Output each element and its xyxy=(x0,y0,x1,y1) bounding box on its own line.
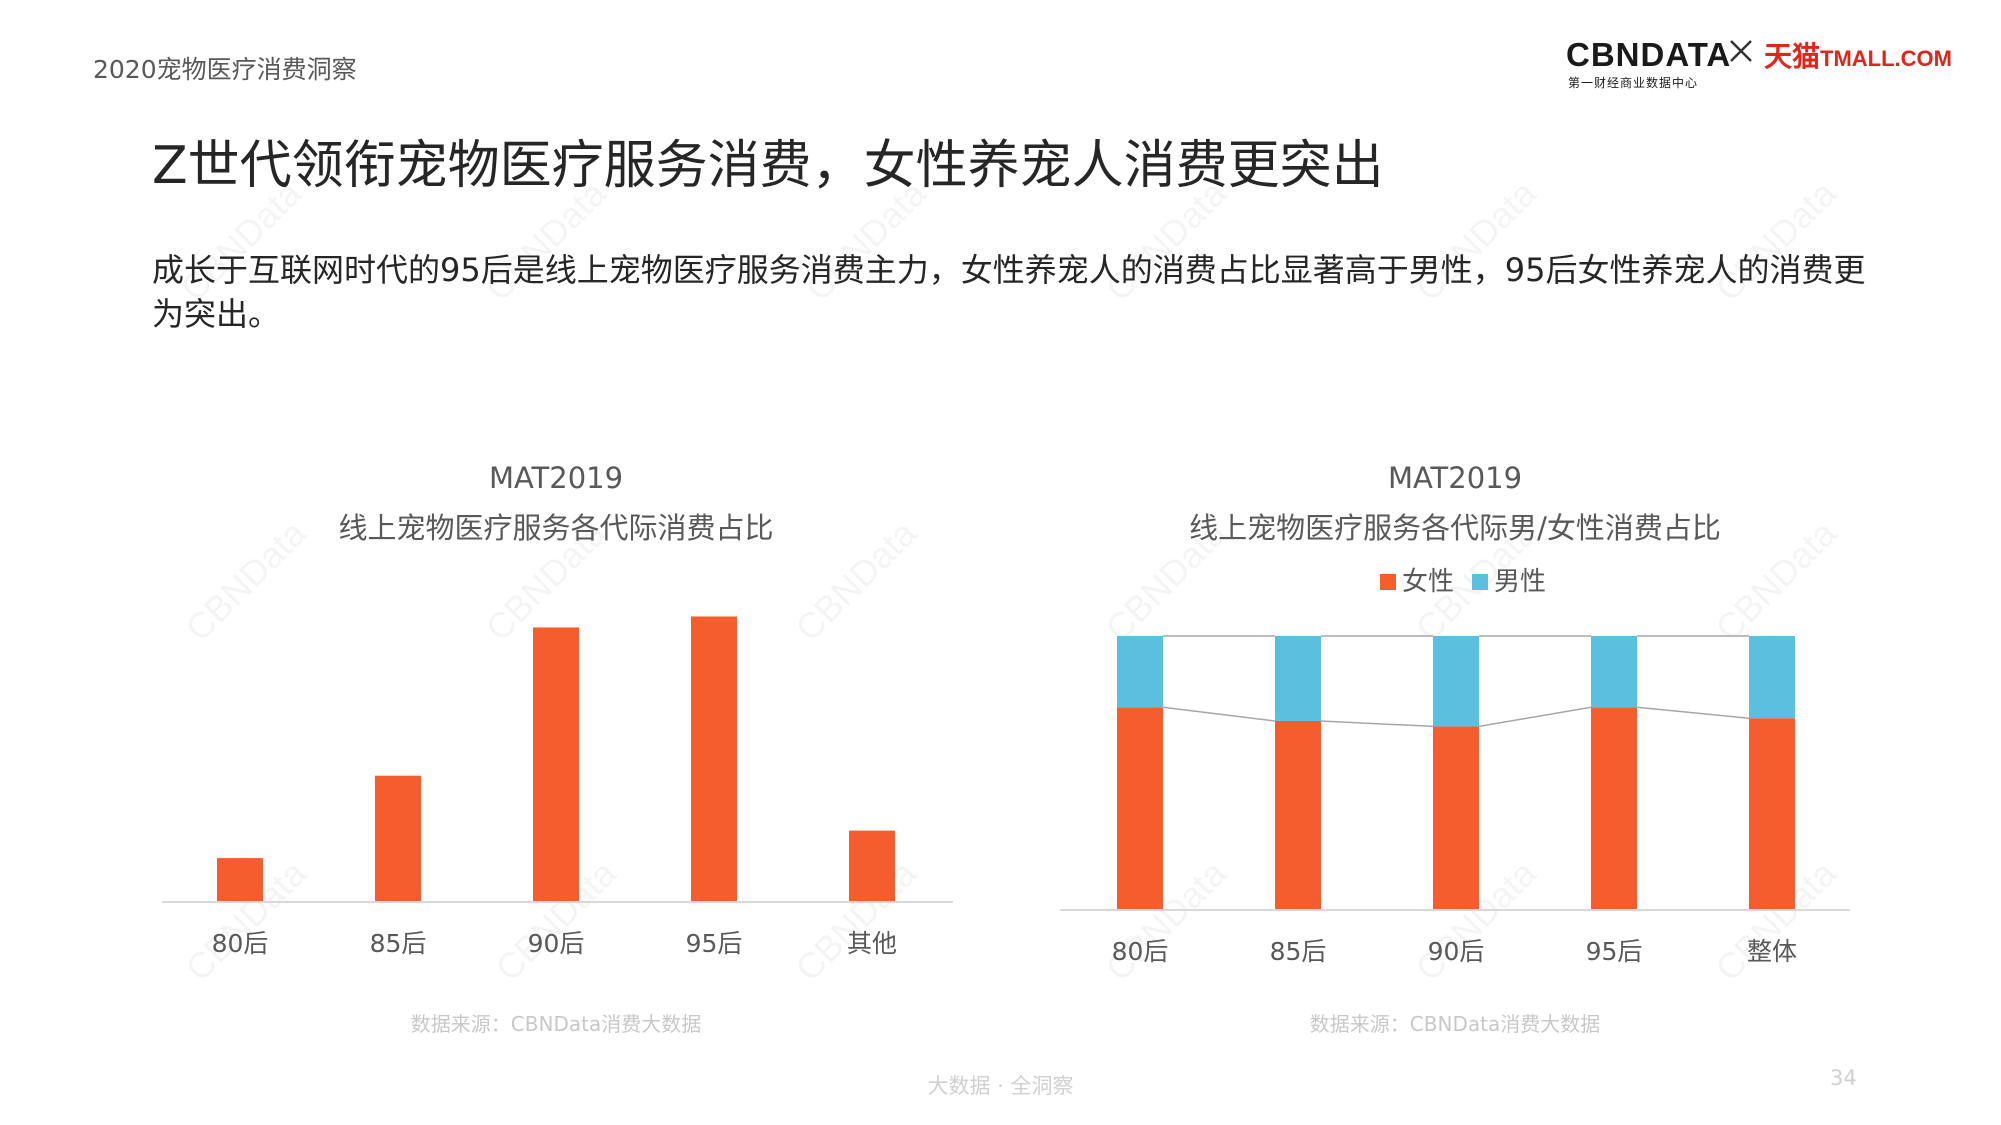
chart2-bar-male xyxy=(1749,636,1795,719)
chart2-series-line-female xyxy=(1320,720,1434,728)
cbndata-logo: CBNDATA xyxy=(1566,36,1732,73)
chart2-x-tick-label: 整体 xyxy=(1747,937,1797,966)
chart2-x-tick-label: 90后 xyxy=(1428,937,1485,966)
chart2-series-line-female xyxy=(1478,706,1592,728)
chart1-bar xyxy=(849,830,895,902)
chart1-bar xyxy=(375,775,421,902)
footer-slogan: 大数据 · 全洞察 xyxy=(927,1074,1074,1098)
chart2-x-tick-label: 85后 xyxy=(1270,937,1327,966)
chart2-legend-swatch xyxy=(1380,574,1396,590)
chart2-bar-male xyxy=(1433,636,1479,727)
chart1-x-tick-label: 90后 xyxy=(528,929,585,958)
chart1-bar xyxy=(533,627,579,902)
chart2-bar-female xyxy=(1275,720,1321,910)
collaboration-cross-icon xyxy=(1730,40,1752,62)
chart2-legend-label: 女性 xyxy=(1402,567,1454,597)
chart2-subtitle: 线上宠物医疗服务各代际男/女性消费占比 xyxy=(1189,511,1721,545)
chart1-bar xyxy=(691,616,737,902)
summary-text: 成长于互联网时代的95后是线上宠物医疗服务消费主力，女性养宠人的消费占比显著高于… xyxy=(152,251,1866,333)
chart2-legend-label: 男性 xyxy=(1494,567,1546,597)
tmall-logo-cn: 天猫 xyxy=(1764,41,1821,72)
chart2-title: MAT2019 xyxy=(1388,461,1522,495)
tmall-logo-en: TMALL.COM xyxy=(1820,46,1952,71)
chart1-bar xyxy=(217,858,263,902)
chart1-x-tick-label: 其他 xyxy=(847,929,897,958)
chart2-source-note: 数据来源：CBNData消费大数据 xyxy=(1310,1012,1600,1036)
cbndata-logo-subtitle: 第一财经商业数据中心 xyxy=(1568,76,1699,90)
chart2-bar-male xyxy=(1275,636,1321,721)
chart2-bar-female xyxy=(1433,726,1479,910)
chart2-series-line-female xyxy=(1162,706,1276,722)
chart1-x-tick-label: 95后 xyxy=(686,929,743,958)
chart1-subtitle: 线上宠物医疗服务各代际消费占比 xyxy=(338,511,773,545)
chart2-bar-male xyxy=(1117,636,1163,708)
report-title: 2020宠物医疗消费洞察 xyxy=(93,55,357,84)
page-headline: Z世代领衔宠物医疗服务消费，女性养宠人消费更突出 xyxy=(152,136,1384,196)
chart2-x-tick-label: 80后 xyxy=(1112,937,1169,966)
chart2-bar-male xyxy=(1591,636,1637,708)
page-number: 34 xyxy=(1830,1066,1857,1090)
chart2-bar-female xyxy=(1749,718,1795,910)
tmall-logo: 天猫TMALL.COM xyxy=(1764,40,1952,76)
chart1-source-note: 数据来源：CBNData消费大数据 xyxy=(411,1012,701,1036)
brand-logos: CBNDATA 第一财经商业数据中心 天猫TMALL.COM xyxy=(1566,36,1966,92)
chart2-bar-female xyxy=(1117,707,1163,910)
chart1-x-tick-label: 85后 xyxy=(370,929,427,958)
chart1-x-tick-label: 80后 xyxy=(212,929,269,958)
chart1-title: MAT2019 xyxy=(489,461,623,495)
chart2-x-tick-label: 95后 xyxy=(1586,937,1643,966)
chart2-legend-swatch xyxy=(1472,574,1488,590)
chart2-series-line-female xyxy=(1636,706,1750,719)
chart2-bar-female xyxy=(1591,707,1637,910)
